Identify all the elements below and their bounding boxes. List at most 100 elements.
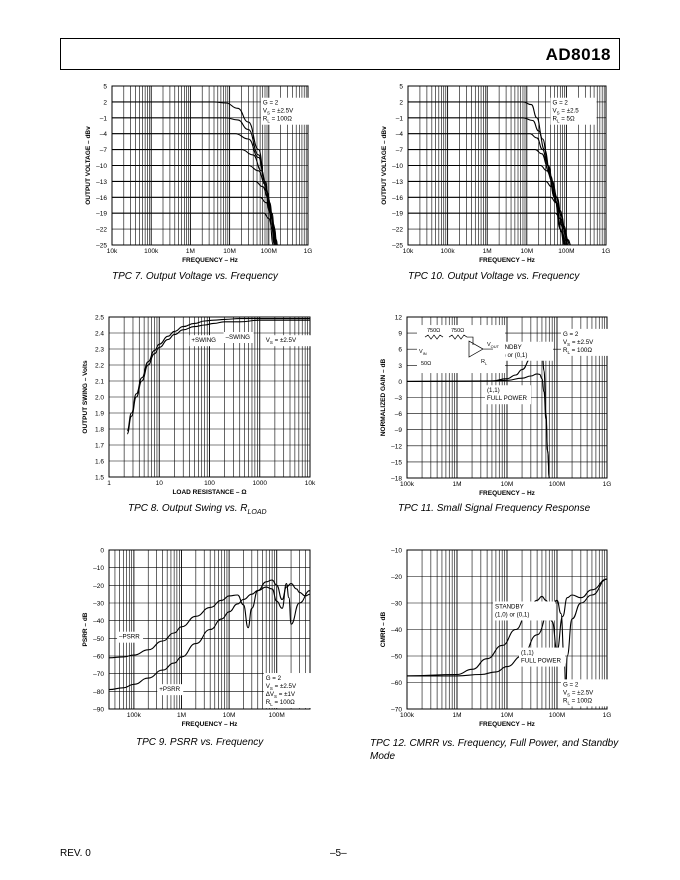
annotation-text: VS = ±2.5V <box>263 108 294 116</box>
caption-tpc8-main: TPC 8. Output Swing vs. R <box>128 503 248 514</box>
annotation-text: VS = ±2.5V <box>563 339 594 347</box>
caption-tpc7: TPC 7. Output Voltage vs. Frequency <box>112 271 278 282</box>
x-tick-label: 10M <box>501 712 514 719</box>
x-tick-label: 100M <box>261 248 277 255</box>
series-line--psrr <box>108 579 311 659</box>
x-tick-label: 1G <box>603 712 612 719</box>
y-tick-label: 1.9 <box>95 411 104 418</box>
annotation-text: RL = 100Ω <box>563 347 592 355</box>
x-axis-label: FREQUENCY – Hz <box>182 721 239 728</box>
x-tick-label: 10k <box>305 480 316 487</box>
annotation-text: RL = 100Ω <box>563 697 592 705</box>
y-tick-label: –10 <box>391 548 402 555</box>
y-axis-label: NORMALIZED GAIN – dB <box>380 359 387 437</box>
revision: REV. 0 <box>60 848 91 859</box>
x-tick-label: 100k <box>400 481 415 488</box>
x-tick-label: 1G <box>602 248 611 255</box>
annotation-bg <box>157 684 184 696</box>
x-axis-label: FREQUENCY – Hz <box>479 721 536 728</box>
y-tick-label: –70 <box>93 671 104 678</box>
y-tick-label: –16 <box>96 195 107 202</box>
header-box: AD8018 <box>60 38 620 70</box>
circuit-opamp <box>467 336 493 358</box>
series-line-full-power <box>406 373 550 479</box>
chart-tpc9: 0 –10 –20 –30 –40 –50 –60 –70 –80 –90 100k 1M 10M 100… <box>82 548 314 728</box>
caption-tpc9: TPC 9. PSRR vs. Frequency <box>136 737 264 748</box>
chart-tpc7: 5 2 –1 –4 –7 –10 –13 –16 –19 –22 –25 10k 100k 1M 10M 10… <box>85 84 312 265</box>
x-tick-label: 1M <box>186 248 195 255</box>
y-tick-label: 9 <box>398 331 402 338</box>
annotation-text: RL = 100Ω <box>266 699 295 707</box>
annotation-bg <box>493 601 555 621</box>
annotation-text: VS = ±2.5V <box>266 683 297 691</box>
x-tick-label: 100k <box>400 712 415 719</box>
x-tick-label: 1G <box>304 248 313 255</box>
series-line-standby <box>406 578 608 677</box>
y-axis-label: OUTPUT VOLTAGE – dBv <box>85 126 92 205</box>
y-axis-label: OUTPUT VOLTAGE – dBv <box>381 126 388 205</box>
y-tick-label: –70 <box>391 707 402 714</box>
y-tick-label: –13 <box>392 179 403 186</box>
circuit-rl-label: RL <box>481 359 488 366</box>
annotation-text: STANDBY <box>493 344 522 351</box>
y-tick-label: 0 <box>100 548 104 555</box>
annotation-bg <box>485 385 531 405</box>
series-line--swing <box>126 319 310 435</box>
annotation-bg <box>263 335 314 347</box>
y-tick-label: 0 <box>398 379 402 386</box>
x-tick-label: 100M <box>269 712 285 719</box>
plot-frame <box>406 549 608 710</box>
y-tick-label: 1.8 <box>95 427 104 434</box>
series-line-6 <box>408 196 570 246</box>
y-tick-label: 5 <box>399 84 403 91</box>
y-tick-label: –16 <box>392 195 403 202</box>
series-line-0 <box>408 101 566 246</box>
annotation-bg <box>561 328 611 356</box>
y-tick-label: 2.2 <box>95 363 104 370</box>
annotation-bg <box>117 631 144 643</box>
x-tick-label: 10M <box>223 712 236 719</box>
y-tick-label: –60 <box>391 680 402 687</box>
annotation-text: +SWING <box>191 337 216 344</box>
annotation-text: VS = ±2.5V <box>266 337 297 345</box>
y-tick-label: –6 <box>395 411 403 418</box>
annotation-bg <box>519 647 565 667</box>
annotation-text: –PSRR <box>119 634 140 641</box>
y-tick-label: –3 <box>395 395 403 402</box>
annotation-text: VS = ±2.5 <box>553 108 580 116</box>
y-tick-label: –10 <box>392 163 403 170</box>
x-tick-label: 10 <box>156 480 164 487</box>
y-tick-label: 2.3 <box>95 347 104 354</box>
y-tick-label: –20 <box>391 574 402 581</box>
series-line-full-power <box>407 578 608 691</box>
x-tick-label: 100k <box>127 712 142 719</box>
x-tick-label: 1000 <box>253 480 268 487</box>
annotation-text: G = 2 <box>266 675 282 682</box>
plot-frame <box>406 316 608 479</box>
y-tick-label: 12 <box>395 315 403 322</box>
chart-tpc10: 5 2 –1 –4 –7 –10 –13 –16 –19 –22 –25 10k 100k 1M 10M 10… <box>381 84 610 265</box>
annotation-text: (1,1) <box>487 387 500 394</box>
series-line-7 <box>111 212 279 246</box>
x-tick-label: 1M <box>452 712 461 719</box>
series-line-7 <box>407 212 572 246</box>
chart-tpc11: 12 9 6 3 0 –3 –6 –9 –12 –15 –18 100k 1M 10M 100M 1G FREQ… <box>380 315 611 498</box>
x-tick-label: 1G <box>603 481 612 488</box>
y-tick-label: –60 <box>93 654 104 661</box>
y-tick-label: –7 <box>396 147 404 154</box>
circuit-vout-label: VOUT <box>487 342 500 349</box>
y-tick-label: –19 <box>392 211 403 218</box>
annotation-bg <box>223 332 254 343</box>
y-tick-label: –9 <box>395 427 403 434</box>
series-line-4 <box>408 164 569 246</box>
y-tick-label: –90 <box>93 707 104 714</box>
annotation-text: STANDBY <box>495 603 524 610</box>
y-tick-label: –12 <box>391 443 402 450</box>
circuit-resistor-label: 750Ω <box>427 328 440 334</box>
y-tick-label: –1 <box>396 115 404 122</box>
annotation-text: G = 2 <box>553 100 569 107</box>
y-tick-label: –1 <box>100 115 108 122</box>
caption-tpc10: TPC 10. Output Voltage vs. Frequency <box>408 271 580 282</box>
